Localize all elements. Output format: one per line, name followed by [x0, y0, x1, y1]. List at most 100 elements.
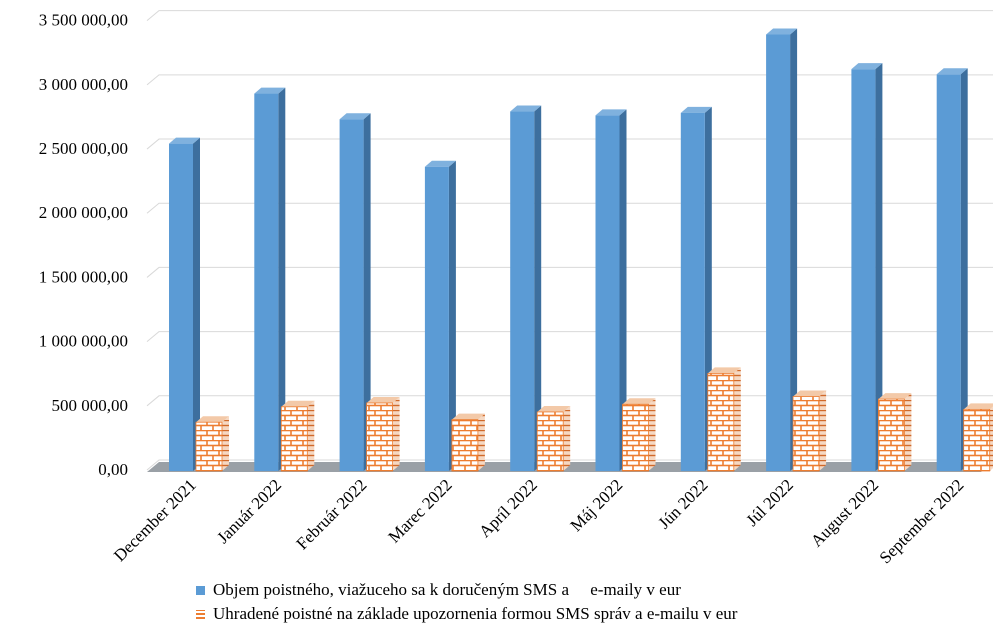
bar-objem-side	[193, 137, 200, 471]
bar-objem-face	[254, 93, 279, 471]
bar-uhradene-face	[366, 402, 393, 471]
bar-uhradene-face	[196, 422, 222, 471]
bar-uhradene-top	[622, 398, 656, 405]
bar-uhradene-top	[793, 390, 827, 397]
bar-uhradene-face	[537, 411, 564, 471]
bar-objem-face	[851, 69, 876, 471]
bar-uhradene-top	[707, 367, 741, 374]
bar-objem	[936, 68, 968, 471]
bar-objem-side	[790, 28, 798, 472]
bar-uhradene-face	[878, 399, 905, 471]
bar-objem-top	[680, 106, 712, 113]
bar-objem	[424, 160, 456, 471]
bar-objem	[595, 109, 627, 471]
y-tick-label: 3 500 000,00	[39, 11, 128, 30]
bar-objem-face	[510, 111, 535, 471]
legend-label-2: Uhradené poistné na základe upozornenia …	[213, 604, 738, 623]
y-tick-label: 2 000 000,00	[39, 203, 128, 222]
bar-objem-top	[424, 160, 456, 167]
bar-uhradene	[963, 403, 993, 472]
bar-objem	[766, 28, 798, 472]
bar-objem-face	[680, 112, 705, 471]
bar-objem-face	[936, 74, 961, 471]
x-tick-label: Marec 2022	[385, 475, 456, 546]
bar-objem-face	[595, 115, 620, 471]
bar-uhradene-top	[196, 416, 229, 423]
bar-uhradene-side	[648, 398, 656, 471]
gridline	[146, 74, 993, 86]
x-tick-label: Január 2022	[213, 475, 285, 547]
bar-objem-side	[875, 63, 883, 471]
bar-objem-side	[278, 87, 286, 471]
bar-uhradene	[536, 405, 571, 472]
bar-objem-top	[936, 68, 968, 75]
gridline	[146, 138, 993, 150]
bar-uhradene-top	[366, 396, 400, 403]
bar-uhradene-side	[563, 405, 571, 471]
y-axis: 0,00 500 000,00 1 000 000,00 1 500 000,00 2 …	[39, 11, 128, 479]
y-tick-label: 1 000 000,00	[39, 332, 128, 351]
x-tick-label: Máj 2022	[566, 475, 626, 535]
y-tick-label: 0,00	[98, 460, 128, 479]
bar-uhradene-face	[793, 396, 820, 471]
bar-uhradene-top	[537, 405, 571, 412]
bar-uhradene-face	[963, 409, 990, 471]
x-tick-label: Jún 2022	[654, 475, 711, 532]
bar-uhradene-top	[281, 400, 315, 407]
x-tick-label: December 2021	[110, 475, 200, 565]
bars	[169, 28, 993, 472]
x-tick-label: August 2022	[807, 475, 882, 550]
bar-uhradene-side	[733, 367, 741, 471]
bar-objem-face	[766, 34, 791, 472]
gridline	[146, 10, 993, 22]
bar-objem-top	[595, 109, 627, 116]
bar-objem-top	[254, 87, 286, 94]
bar-objem-face	[339, 119, 364, 472]
bar-objem-side	[534, 105, 542, 471]
bar-uhradene-side	[989, 406, 993, 471]
bar-uhradene-side	[392, 396, 400, 471]
bar-objem-face	[169, 143, 193, 471]
bar-objem-top	[766, 28, 798, 35]
bar-objem-top	[851, 63, 883, 70]
y-tick-label: 1 500 000,00	[39, 267, 128, 286]
gridline	[146, 202, 993, 214]
bar-uhradene	[707, 367, 741, 472]
x-tick-label: Apríl 2022	[475, 475, 541, 541]
bar-uhradene	[878, 393, 912, 472]
x-tick-label: Júl 2022	[742, 475, 797, 530]
bar-objem	[680, 106, 712, 471]
gridline	[146, 331, 993, 343]
bar-objem	[254, 87, 286, 471]
bar-objem-side	[619, 109, 627, 471]
bar-objem-top	[169, 137, 200, 144]
bar-objem	[169, 137, 200, 471]
y-tick-label: 2 500 000,00	[39, 139, 128, 158]
gridline	[146, 266, 993, 278]
bar-uhradene-side	[222, 416, 229, 471]
x-axis: December 2021 Január 2022 Február 2022 Mare…	[110, 475, 968, 567]
bar-uhradene	[792, 390, 827, 472]
bar-uhradene-face	[622, 404, 649, 471]
bar-uhradene-face	[281, 406, 308, 471]
bar-uhradene-top	[451, 413, 485, 420]
legend-label-1: Objem poistného, viažuceho sa k doručený…	[213, 580, 681, 599]
bar-objem-top	[339, 113, 371, 120]
legend-item-1: Objem poistného, viažuceho sa k doručený…	[196, 580, 681, 600]
bar-objem	[510, 105, 542, 471]
bar-uhradene-side	[819, 390, 827, 471]
gridlines	[146, 10, 993, 471]
bar-uhradene-face	[451, 419, 478, 471]
bar-objem	[851, 63, 883, 471]
bar-uhradene	[195, 416, 229, 472]
legend-swatch-blue	[196, 585, 205, 595]
bar-uhradene-face	[707, 373, 734, 471]
bar-uhradene-side	[307, 400, 315, 471]
bar-uhradene-side	[904, 393, 912, 471]
bar-objem-side	[448, 160, 456, 471]
bar-objem-side	[363, 113, 371, 472]
x-tick-label: September 2022	[876, 475, 968, 567]
legend-swatch-brick	[196, 609, 205, 619]
bar-uhradene-top	[878, 393, 912, 400]
